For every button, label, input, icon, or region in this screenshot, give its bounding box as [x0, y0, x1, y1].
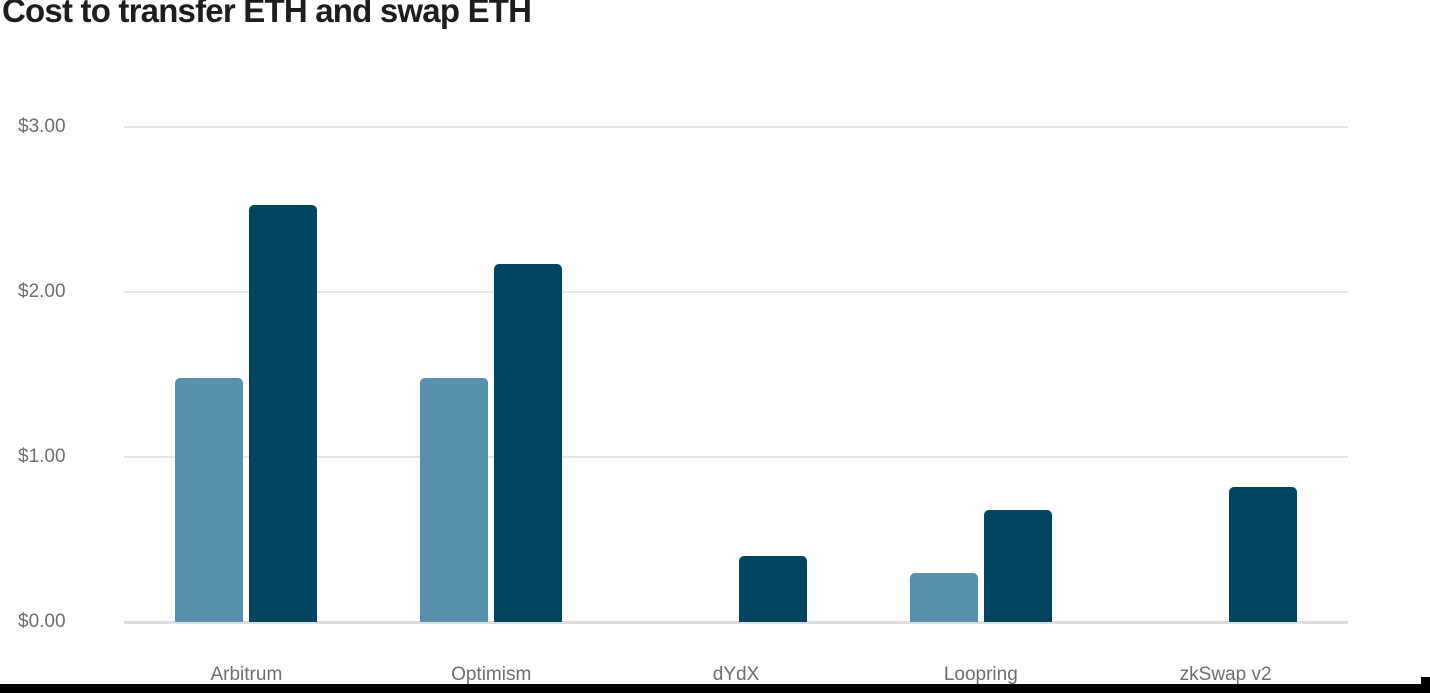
bar-loopring-swap-eth [983, 509, 1052, 622]
bar-optimism-swap-eth [494, 263, 563, 622]
bar-zkswap-v2-swap-eth [1228, 486, 1297, 622]
plot-area [124, 126, 1348, 624]
x-axis-category-label: Loopring [943, 664, 1018, 685]
gridline-2 [124, 291, 1348, 293]
bar-optimism-transfer-eth [420, 377, 489, 622]
bar-dydx-swap-eth [739, 556, 807, 622]
x-axis-category-label: Arbitrum [210, 664, 283, 685]
bar-arbitrum-swap-eth [249, 204, 318, 622]
y-axis-tick-label: $2.00 [18, 281, 66, 302]
x-axis-category-label: dYdX [712, 664, 760, 685]
y-axis-tick-label: $1.00 [18, 446, 66, 467]
y-axis-tick-label: $0.00 [18, 611, 66, 632]
bottom-right-corner-mark [1421, 677, 1430, 693]
bottom-border [0, 684, 1430, 693]
y-axis-tick-label: $3.00 [18, 116, 66, 137]
gridline-1 [124, 456, 1348, 458]
bar-arbitrum-transfer-eth [175, 377, 244, 622]
gridline-3 [124, 126, 1348, 128]
x-axis-category-label: zkSwap v2 [1179, 664, 1272, 685]
x-axis-category-label: Optimism [451, 664, 532, 685]
bar-loopring-transfer-eth [909, 572, 978, 622]
chart-title: Cost to transfer ETH and swap ETH [2, 0, 532, 29]
gridline-0 [124, 621, 1348, 624]
